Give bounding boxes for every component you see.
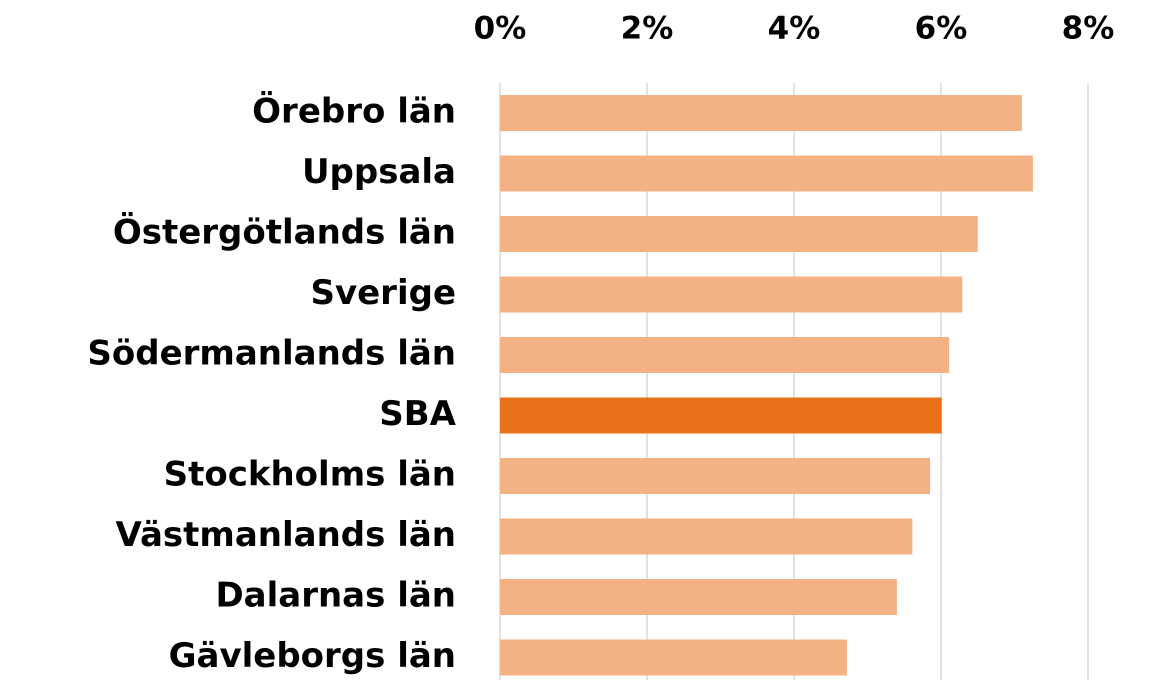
category-label: Östergötlands län [113, 212, 456, 253]
x-tick-label: 6% [915, 11, 968, 47]
bar [500, 155, 1033, 192]
x-tick-label: 0% [474, 11, 527, 47]
category-label: Gävleborgs län [169, 636, 456, 676]
bar [500, 458, 930, 494]
category-label: SBA [379, 394, 456, 434]
category-label: Sverige [310, 273, 456, 313]
category-label: Västmanlands län [116, 515, 456, 555]
category-label: Uppsala [302, 152, 456, 192]
bar [500, 579, 897, 615]
bar [500, 397, 942, 434]
bar [500, 95, 1022, 131]
bar [500, 639, 847, 676]
category-label: Södermanlands län [87, 334, 456, 374]
x-tick-label: 8% [1062, 11, 1115, 47]
x-tick-label: 4% [768, 11, 821, 47]
category-label: Stockholms län [164, 455, 456, 495]
bar [500, 337, 950, 373]
category-label: Dalarnas län [215, 576, 456, 616]
bar [500, 276, 963, 313]
bar [500, 216, 978, 252]
category-label: Örebro län [252, 91, 456, 132]
x-tick-label: 2% [621, 11, 674, 47]
bar [500, 518, 913, 555]
